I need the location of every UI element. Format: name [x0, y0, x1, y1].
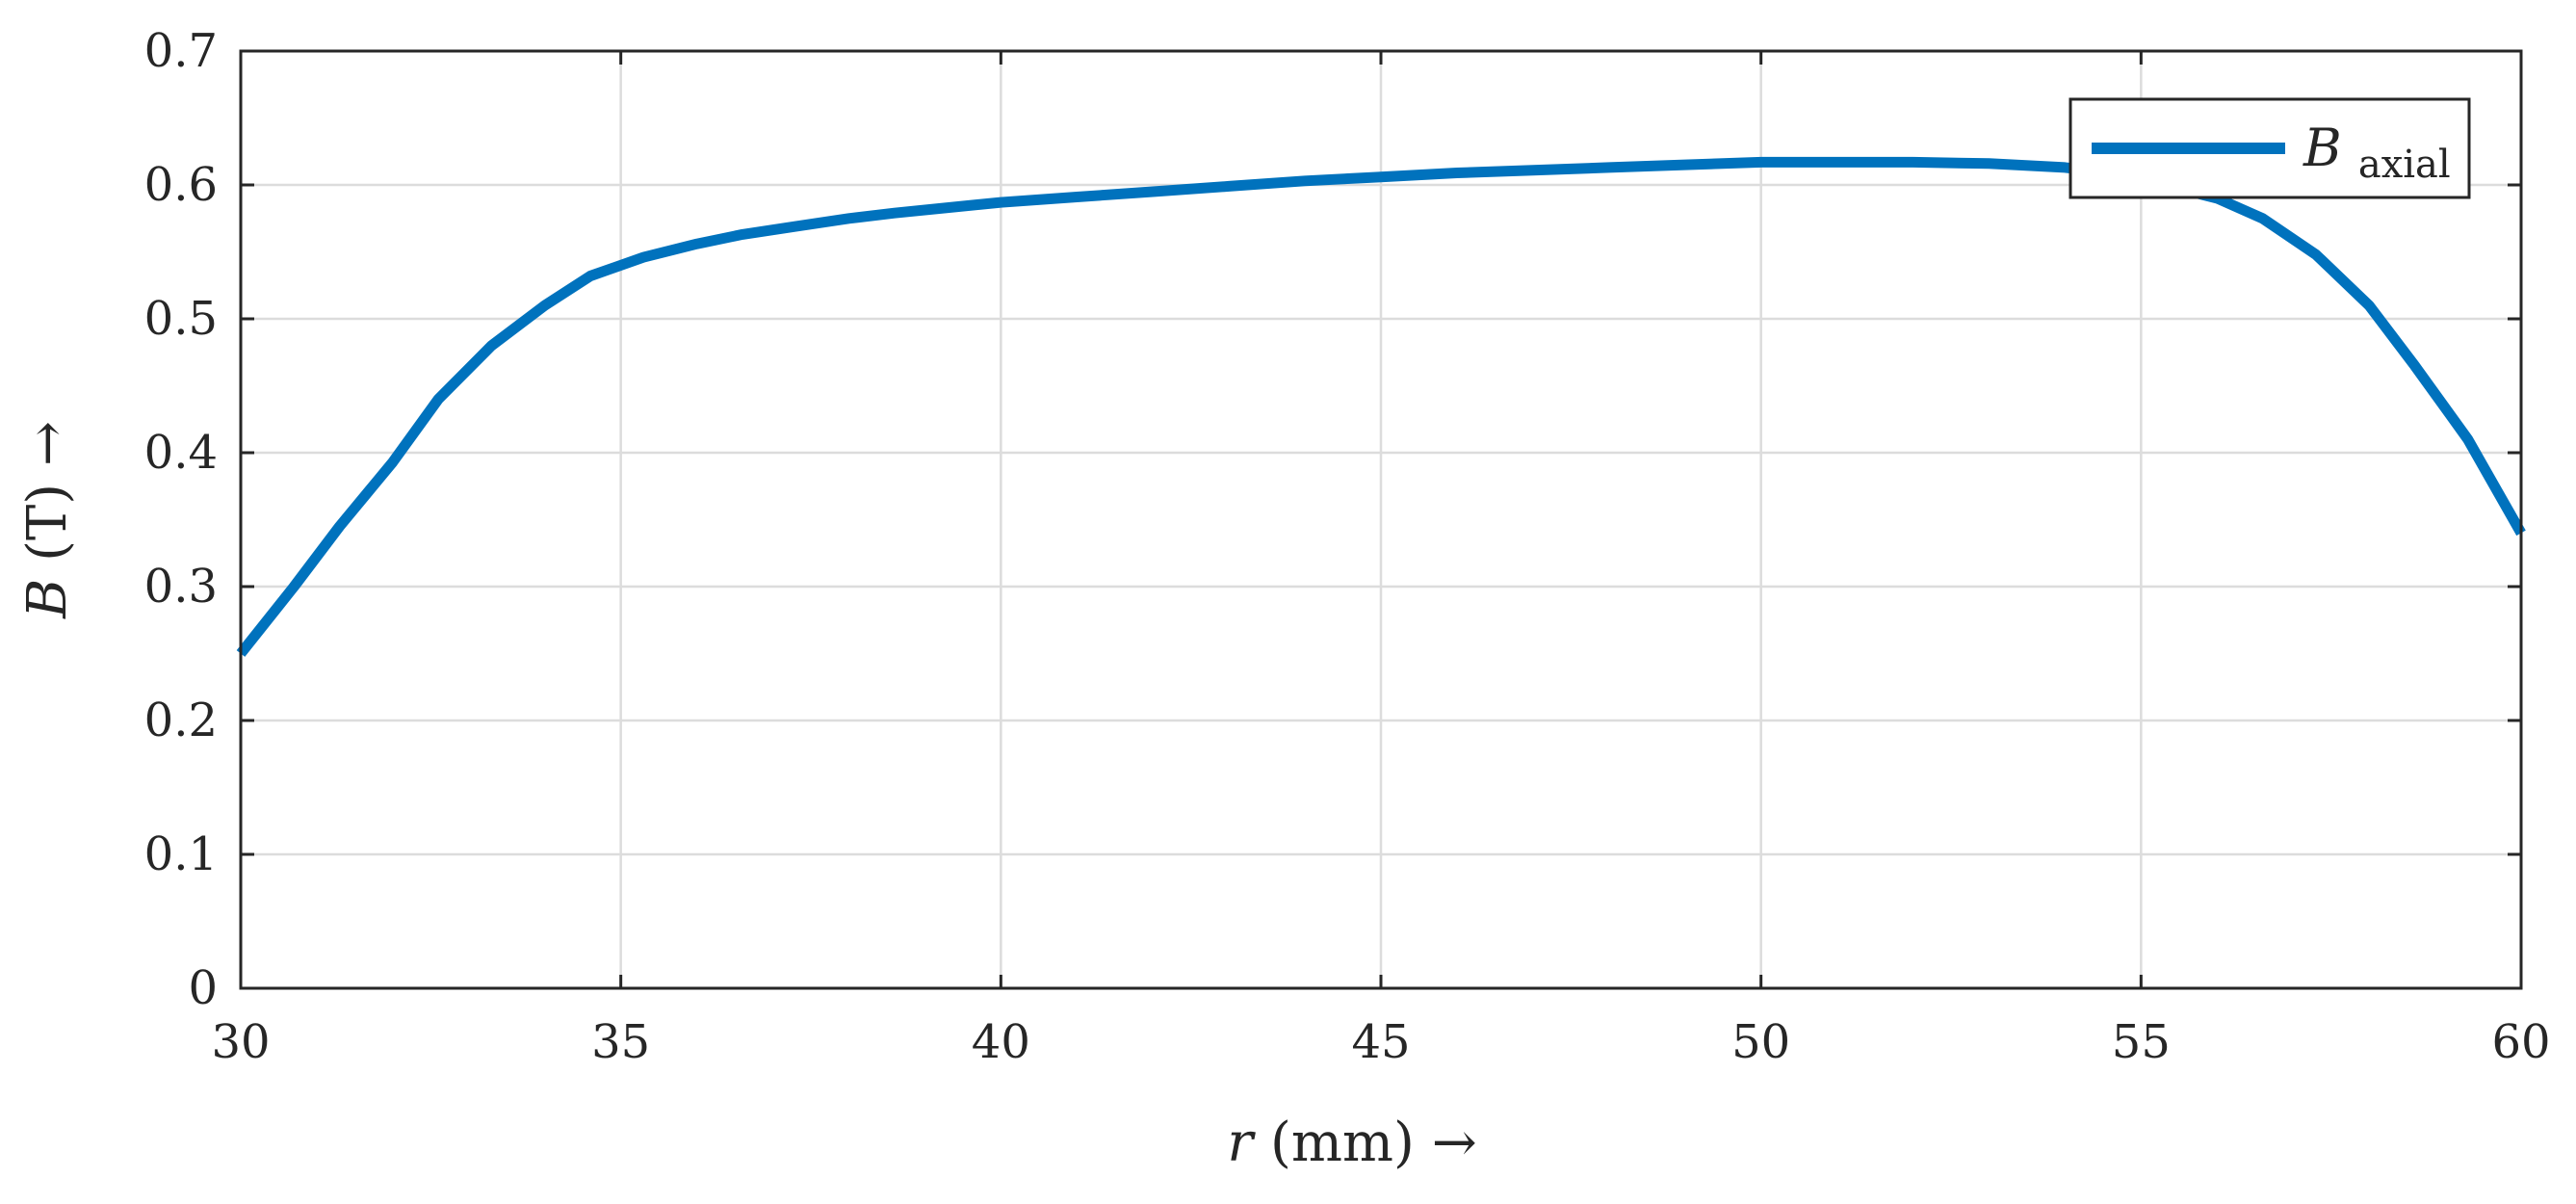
y-tick-label: 0.7	[144, 24, 218, 78]
y-tick-label: 0.3	[144, 560, 218, 614]
x-axis-arrow: →	[1432, 1112, 1477, 1174]
x-axis-title: r (mm) →	[1227, 1112, 1476, 1174]
legend-label-subscript: axial	[2358, 143, 2451, 187]
y-tick-label: 0.5	[144, 292, 218, 346]
y-axis-variable: B	[16, 579, 79, 619]
x-tick-label: 60	[2491, 1015, 2550, 1069]
legend-label: B axial	[2303, 118, 2451, 187]
x-tick-label: 45	[1351, 1015, 1410, 1069]
y-tick-label: 0.2	[144, 694, 218, 747]
y-axis-unit: (T)	[16, 484, 79, 562]
x-tick-label: 55	[2112, 1015, 2171, 1069]
x-tick-label: 30	[211, 1015, 270, 1069]
legend: B axial	[2069, 97, 2471, 199]
x-tick-label: 35	[591, 1015, 650, 1069]
x-tick-label: 50	[1731, 1015, 1790, 1069]
x-axis-unit: (mm)	[1270, 1112, 1415, 1174]
legend-label-main: B	[2303, 118, 2342, 178]
y-axis-arrow: →	[16, 421, 79, 466]
y-tick-label: 0.6	[144, 158, 218, 212]
y-tick-label: 0.1	[144, 827, 218, 881]
x-tick-label: 40	[972, 1015, 1030, 1069]
ticks	[239, 49, 2523, 990]
x-axis-variable: r	[1227, 1112, 1256, 1174]
y-tick-label: 0.4	[144, 426, 218, 480]
y-axis-title: B (T) →	[16, 421, 79, 619]
y-tick-label: 0	[188, 961, 218, 1015]
tick-labels: 30 35 40 45 50 55 60 0 0.1 0.2 0.3 0.4 0.5 0.6 0.7	[144, 24, 2551, 1069]
